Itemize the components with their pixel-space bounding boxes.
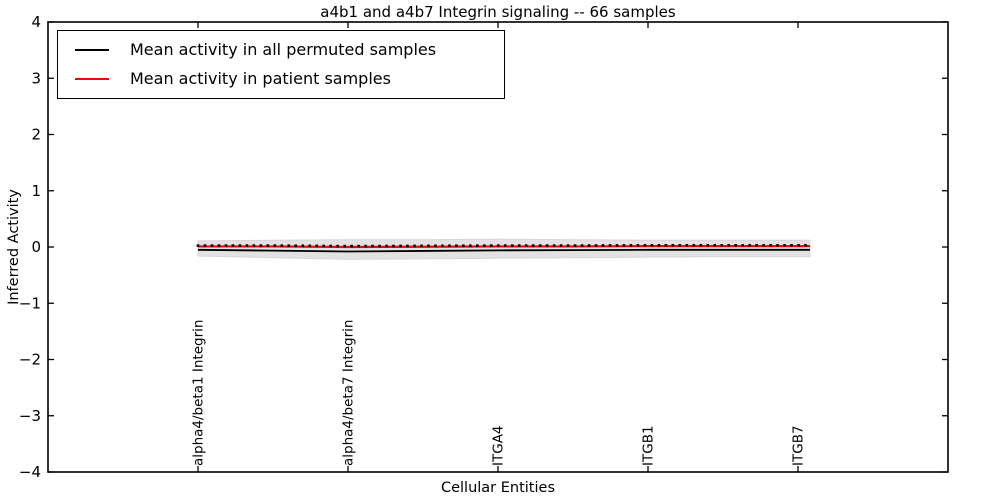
y-tick-label: −1: [19, 294, 41, 312]
y-axis-tick-labels: 4 3 2 1 0 −1 −2 −3 −4: [19, 13, 41, 481]
confidence-band: [197, 238, 811, 260]
x-category-label: ITGB1: [641, 425, 657, 466]
x-category-label: alpha4/beta7 Integrin: [341, 320, 357, 466]
y-tick-label: −2: [19, 351, 41, 369]
x-category-label: ITGA4: [491, 425, 507, 466]
x-category-labels: alpha4/beta1 Integrin alpha4/beta7 Integr…: [191, 320, 807, 466]
chart-title: a4b1 and a4b7 Integrin signaling -- 66 s…: [320, 3, 676, 21]
series-permuted-line: [197, 248, 810, 253]
legend-label: Mean activity in patient samples: [130, 69, 391, 88]
permuted-line-swatch: [75, 49, 109, 51]
legend-label: Mean activity in all permuted samples: [130, 40, 437, 59]
y-axis-ticks: [48, 21, 948, 473]
legend-entry-permuted: Mean activity in all permuted samples: [75, 40, 504, 60]
x-category-label: ITGB7: [791, 425, 807, 466]
y-tick-label: 2: [31, 126, 41, 144]
patient-line-swatch: [75, 78, 109, 80]
y-tick-label: −3: [19, 407, 41, 425]
y-tick-label: 0: [31, 238, 41, 256]
y-tick-label: 4: [31, 13, 41, 31]
x-category-label: alpha4/beta1 Integrin: [191, 320, 207, 466]
patient-sample-markers: [196, 244, 807, 248]
y-tick-label: 3: [31, 69, 41, 87]
y-tick-label: 1: [31, 182, 41, 200]
y-tick-label: −4: [19, 463, 41, 481]
legend-entry-patient: Mean activity in patient samples: [75, 69, 504, 89]
x-axis-label: Cellular Entities: [440, 480, 556, 496]
legend: Mean activity in all permuted samples Me…: [57, 30, 505, 99]
x-axis-ticks: [197, 22, 799, 472]
